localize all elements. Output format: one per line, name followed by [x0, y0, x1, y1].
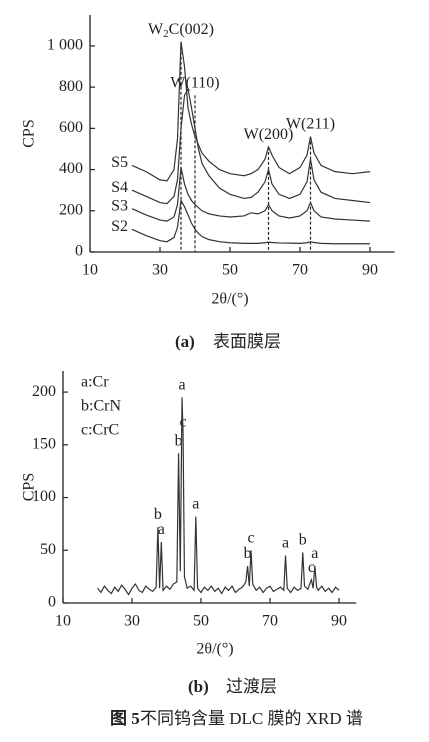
y-axis-label: CPS	[21, 119, 38, 147]
caption: 表面膜层	[213, 332, 281, 351]
label-part: a	[178, 376, 185, 393]
series-line	[131, 198, 370, 245]
series-label: S5	[111, 154, 128, 171]
series-label: S4	[111, 179, 128, 196]
series-line	[97, 397, 340, 596]
label-part: c	[308, 558, 315, 575]
label-part: a	[158, 521, 165, 538]
peak-label: c	[247, 529, 254, 546]
label-part: a	[192, 495, 199, 512]
legend-note: c:CrC	[81, 422, 119, 439]
label-part: a	[282, 534, 289, 551]
peak-label: W(200)	[244, 126, 294, 143]
x-tick-label: 70	[262, 613, 278, 630]
y-tick-label: 100	[32, 488, 56, 505]
peak-label: b	[299, 531, 307, 548]
legend-note: b:CrN	[81, 398, 121, 415]
y-tick-label: 0	[48, 594, 56, 611]
series-line	[131, 41, 371, 182]
label-part: b	[244, 545, 252, 562]
label-part: C(002)	[169, 20, 214, 37]
label-part: W(211)	[286, 115, 335, 132]
peak-label: b	[175, 432, 183, 449]
x-tick-label: 50	[193, 613, 209, 630]
y-tick-label: 200	[59, 201, 83, 218]
y-tick-label: 0	[75, 243, 83, 260]
peak-label: a	[311, 545, 318, 562]
x-tick-label: 90	[362, 262, 378, 279]
peak-label: a	[158, 521, 165, 538]
y-axis-label: CPS	[21, 473, 38, 501]
y-tick-label: 50	[40, 541, 56, 558]
label-part: W(110)	[170, 74, 219, 91]
caption-label: (b)	[188, 677, 209, 696]
peak-label: b	[154, 506, 162, 523]
caption: 过渡层	[226, 677, 277, 696]
peak-label: b	[244, 545, 252, 562]
series-label: S3	[111, 197, 128, 214]
peak-label: a	[178, 376, 185, 393]
label-part: b	[299, 531, 307, 548]
peak-label: a	[282, 534, 289, 551]
y-tick-label: 600	[59, 119, 83, 136]
figure-number: 图 5	[110, 709, 140, 728]
x-tick-label: 50	[222, 262, 238, 279]
y-tick-label: 150	[32, 435, 56, 452]
caption-label: (a)	[175, 332, 195, 351]
x-tick-label: 70	[292, 262, 308, 279]
peak-label: W(211)	[286, 115, 335, 132]
x-tick-label: 90	[331, 613, 347, 630]
x-tick-label: 30	[124, 613, 140, 630]
label-part: b	[175, 432, 183, 449]
y-tick-label: 800	[59, 78, 83, 95]
label-part: c	[247, 529, 254, 546]
series-label: S2	[111, 218, 128, 235]
peak-label: W2C(002)	[148, 20, 214, 39]
x-tick-label: 10	[55, 613, 71, 630]
series-line	[131, 167, 371, 222]
peak-label: c	[308, 558, 315, 575]
series-line	[131, 87, 371, 205]
y-tick-label: 200	[32, 383, 56, 400]
x-axis-label: 2θ/(°)	[211, 291, 248, 308]
label-part: W	[148, 20, 164, 37]
x-tick-label: 10	[82, 262, 98, 279]
legend-note: a:Cr	[81, 374, 109, 391]
peak-label: W(110)	[170, 74, 219, 91]
figure-caption: 不同钨含量 DLC 膜的 XRD 谱	[140, 709, 363, 728]
label-part: 2	[163, 27, 169, 39]
label-part: a	[311, 545, 318, 562]
label-part: W(200)	[244, 126, 294, 143]
x-tick-label: 30	[152, 262, 168, 279]
x-axis-label: 2θ/(°)	[196, 641, 233, 658]
peak-label: a	[192, 495, 199, 512]
label-part: b	[154, 506, 162, 523]
y-tick-label: 400	[59, 160, 83, 177]
y-tick-label: 1 000	[47, 37, 83, 54]
